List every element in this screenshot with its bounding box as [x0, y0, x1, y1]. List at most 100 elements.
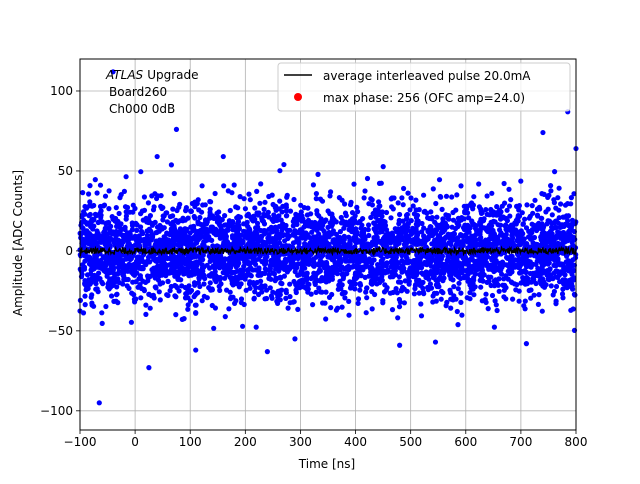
- scatter-point: [530, 270, 536, 276]
- scatter-point: [572, 221, 578, 227]
- scatter-point: [473, 223, 479, 229]
- scatter-point: [107, 277, 113, 283]
- scatter-point: [560, 214, 566, 220]
- scatter-point: [408, 195, 414, 201]
- scatter-point: [371, 226, 377, 232]
- scatter-point: [401, 300, 407, 306]
- scatter-point: [553, 262, 559, 269]
- scatter-point: [428, 209, 434, 215]
- scatter-point: [86, 277, 92, 283]
- scatter-point: [233, 204, 239, 210]
- scatter-point: [570, 257, 576, 263]
- scatter-point: [376, 199, 382, 205]
- scatter-point: [80, 190, 86, 196]
- scatter-point: [211, 264, 217, 271]
- scatter-point: [82, 302, 88, 308]
- scatter-point: [245, 224, 251, 230]
- scatter-point: [135, 242, 141, 248]
- scatter-point: [143, 262, 149, 268]
- scatter-point: [297, 261, 304, 267]
- scatter-point: [489, 292, 496, 299]
- scatter-point: [252, 258, 258, 264]
- scatter-point: [418, 313, 425, 319]
- scatter-point: [462, 210, 468, 216]
- scatter-point: [316, 221, 323, 227]
- scatter-point: [317, 196, 324, 202]
- scatter-point: [271, 240, 277, 246]
- scatter-point: [224, 240, 230, 246]
- scatter-point: [524, 202, 530, 208]
- scatter-point: [173, 259, 179, 265]
- scatter-point: [400, 202, 406, 208]
- scatter-point: [404, 211, 410, 218]
- scatter-point: [565, 218, 571, 224]
- scatter-point: [164, 255, 170, 261]
- scatter-point: [178, 277, 184, 283]
- scatter-point: [346, 298, 352, 304]
- scatter-point: [329, 222, 335, 228]
- scatter-point: [507, 271, 513, 277]
- scatter-point: [101, 236, 107, 242]
- scatter-point: [112, 243, 118, 249]
- scatter-point: [201, 281, 207, 287]
- scatter-point: [372, 207, 378, 213]
- scatter-point: [323, 274, 329, 280]
- scatter-point: [539, 308, 545, 314]
- scatter-point: [349, 264, 355, 270]
- scatter-point: [432, 219, 438, 225]
- scatter-point: [535, 222, 541, 228]
- scatter-point: [504, 207, 510, 213]
- scatter-point: [247, 230, 253, 236]
- scatter-point: [210, 215, 216, 221]
- scatter-point: [551, 288, 558, 295]
- scatter-point: [283, 295, 289, 301]
- scatter-point: [525, 258, 531, 264]
- scatter-point: [425, 229, 431, 235]
- scatter-point: [87, 183, 93, 189]
- scatter-point: [547, 266, 553, 272]
- scatter-point: [377, 252, 384, 259]
- scatter-point: [546, 260, 552, 266]
- scatter-point: [392, 268, 398, 274]
- scatter-point: [279, 227, 285, 234]
- scatter-point: [516, 288, 522, 294]
- scatter-point: [104, 273, 110, 279]
- scatter-point: [98, 208, 104, 214]
- scatter-point: [459, 232, 465, 238]
- scatter-point: [415, 264, 421, 270]
- scatter-point: [478, 284, 484, 290]
- annotation-board: Board260: [109, 85, 167, 99]
- scatter-point: [159, 224, 165, 230]
- scatter-point: [125, 276, 131, 283]
- scatter-point: [451, 284, 457, 290]
- scatter-point: [189, 269, 195, 275]
- scatter-point: [433, 298, 439, 304]
- scatter-point: [342, 221, 348, 227]
- scatter-point: [216, 229, 222, 236]
- x-tick-label: 200: [234, 435, 257, 449]
- scatter-point: [287, 294, 293, 300]
- scatter-point: [560, 234, 566, 240]
- scatter-point: [298, 209, 304, 215]
- scatter-point: [366, 232, 372, 239]
- scatter-point: [261, 206, 267, 212]
- scatter-point: [494, 307, 500, 314]
- scatter-point: [253, 285, 259, 291]
- scatter-point: [167, 288, 173, 294]
- scatter-point: [152, 191, 158, 197]
- scatter-point: [259, 217, 265, 223]
- scatter-point: [92, 211, 98, 217]
- scatter-point: [86, 191, 92, 197]
- scatter-point: [455, 215, 461, 221]
- scatter-point: [430, 186, 436, 192]
- scatter-point: [193, 302, 199, 308]
- scatter-point: [185, 215, 191, 221]
- scatter-point: [221, 265, 227, 271]
- scatter-point: [235, 213, 241, 220]
- scatter-point: [568, 307, 574, 313]
- scatter-point: [361, 230, 367, 236]
- scatter-point: [285, 305, 291, 311]
- scatter-point: [329, 265, 335, 271]
- x-tick-label: 800: [565, 435, 588, 449]
- scatter-point: [390, 206, 396, 212]
